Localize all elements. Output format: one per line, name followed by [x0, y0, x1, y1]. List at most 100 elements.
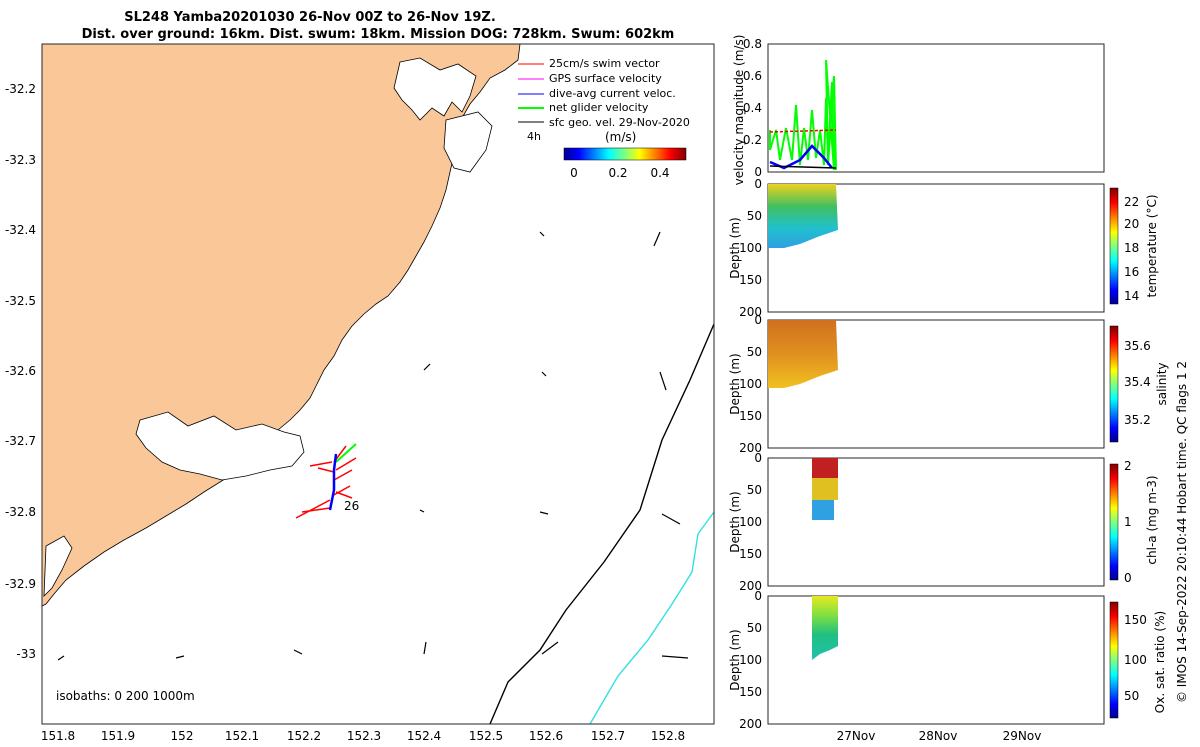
map-ytick: -32.3: [5, 153, 36, 167]
oxygen-ytick: 200: [739, 717, 762, 731]
map-ytick: -33: [16, 647, 36, 661]
colorbar-tick-2: 0.4: [650, 166, 669, 180]
swim-vectors: [295, 445, 357, 519]
salinity-ylabel: Depth (m): [728, 353, 742, 414]
oxygen-cbar-tick: 50: [1124, 689, 1139, 703]
chla-ytick: 100: [739, 515, 762, 529]
time-xtick: 27Nov: [837, 729, 876, 743]
oxygen-ytick: 50: [747, 621, 762, 635]
map-ytick: -32.4: [5, 223, 36, 237]
title-line-1: SL248 Yamba20201030 26-Nov 00Z to 26-Nov…: [124, 10, 496, 25]
velocity-panel: 0.8 0.6 0.4 0.2 0 velocity magnitude (m/…: [732, 35, 1105, 186]
isobath-1000m: [589, 511, 715, 725]
map-x-axis: 151.8 151.9 152 152.1 152.2 152.3 152.4 …: [41, 729, 685, 743]
chla-cbar-tick: 2: [1124, 459, 1132, 473]
velocity-green-series: [769, 59, 837, 171]
colorbar-tick-0: 0: [570, 166, 578, 180]
map-xtick: 152.5: [469, 729, 503, 743]
glider-track: [328, 453, 338, 511]
footer-credit: © IMOS 14-Sep-2022 20:10:44 Hobart time.…: [1175, 361, 1189, 703]
oxygen-ytick: 100: [739, 653, 762, 667]
map-ytick: -32.2: [5, 82, 36, 96]
map-y-axis: -32.2 -32.3 -32.4 -32.5 -32.6 -32.7 -32.…: [5, 82, 36, 661]
map-xtick: 152.1: [225, 729, 259, 743]
salinity-panel: 35.6 35.4 35.2 salinity 0 50 100 150 200…: [728, 313, 1169, 455]
title-line-2: Dist. over ground: 16km. Dist. swum: 18k…: [82, 27, 675, 42]
temperature-ytick: 150: [739, 273, 762, 287]
oxygen-ytick: 150: [739, 685, 762, 699]
map-estuary-north: [393, 57, 477, 121]
chla-data-top: [812, 458, 838, 478]
salinity-ytick: 200: [739, 441, 762, 455]
chla-cbar-label: chl-a (mg m-3): [1145, 475, 1159, 564]
legend-current-label: dive-avg current veloc.: [549, 87, 676, 100]
velocity-ytick: 0.8: [743, 37, 762, 51]
time-xtick: 28Nov: [919, 729, 958, 743]
chla-ytick: 50: [747, 483, 762, 497]
temperature-cbar-tick: 18: [1124, 241, 1139, 255]
map-legend: 25cm/s swim vector GPS surface velocity …: [518, 57, 690, 180]
legend-swim-label: 25cm/s swim vector: [549, 57, 660, 70]
salinity-cbar-label: salinity: [1155, 362, 1169, 405]
map-xtick: 152.3: [347, 729, 381, 743]
temperature-cbar-tick: 16: [1124, 265, 1139, 279]
salinity-colorbar: [1109, 325, 1119, 443]
chla-ytick: 200: [739, 579, 762, 593]
oxygen-cbar-tick: 150: [1124, 613, 1147, 627]
map-ytick: -32.6: [5, 364, 36, 378]
map-xtick: 151.8: [41, 729, 75, 743]
velocity-ylabel: velocity magnitude (m/s): [732, 35, 746, 186]
time-xtick: 29Nov: [1003, 729, 1042, 743]
temperature-panel: 22 20 18 16 14 temperature (°C) 0 50 100…: [728, 177, 1159, 319]
velocity-ytick: 0.2: [743, 133, 762, 147]
oxygen-panel: 150 100 50 Ox. sat. ratio (%) 0 50 100 1…: [728, 589, 1167, 731]
map-xtick: 152.2: [287, 729, 321, 743]
salinity-ytick: 100: [739, 377, 762, 391]
chla-colorbar: [1109, 463, 1119, 581]
velocity-red-series: [769, 129, 837, 133]
salinity-cbar-tick: 35.6: [1124, 339, 1151, 353]
map-xtick: 151.9: [101, 729, 135, 743]
map-day-label: 26: [344, 499, 359, 513]
temperature-ytick: 100: [739, 241, 762, 255]
oxygen-ytick: 0: [754, 589, 762, 603]
chla-panel: 2 1 0 chl-a (mg m-3) 0 50 100 150 200 De…: [728, 451, 1159, 593]
temperature-cbar-tick: 20: [1124, 217, 1139, 231]
salinity-cbar-tick: 35.4: [1124, 375, 1151, 389]
oxygen-cbar-label: Ox. sat. ratio (%): [1153, 611, 1167, 713]
temperature-colorbar: [1109, 187, 1119, 305]
map-lagoon-southwest: [43, 535, 73, 598]
map-xtick: 152.6: [529, 729, 563, 743]
map-xtick: 152.7: [591, 729, 625, 743]
oxygen-cbar-tick: 100: [1124, 653, 1147, 667]
map-estuary-south: [135, 411, 305, 481]
map-ytick: -32.5: [5, 294, 36, 308]
oxygen-colorbar: [1109, 601, 1119, 719]
legend-geo-label: sfc geo. vel. 29-Nov-2020: [549, 116, 690, 129]
colorbar-tick-1: 0.2: [608, 166, 627, 180]
velocity-ytick: 0.6: [743, 69, 762, 83]
map-ytick: -32.9: [5, 577, 36, 591]
chla-ytick: 0: [754, 451, 762, 465]
legend-time-marker: 4h: [527, 130, 541, 143]
velocity-ytick: 0: [754, 165, 762, 179]
map-ytick: -32.8: [5, 505, 36, 519]
chla-cbar-tick: 1: [1124, 515, 1132, 529]
chla-data-mid: [812, 478, 838, 500]
temperature-data: [768, 184, 838, 248]
chla-ytick: 150: [739, 547, 762, 561]
temperature-cbar-tick: 14: [1124, 289, 1139, 303]
salinity-data: [768, 320, 838, 388]
chla-ylabel: Depth (m): [728, 491, 742, 552]
temperature-cbar-tick: 22: [1124, 195, 1139, 209]
temperature-ylabel: Depth (m): [728, 217, 742, 278]
oxygen-data: [812, 596, 838, 660]
oxygen-ylabel: Depth (m): [728, 629, 742, 690]
map-ytick: -32.7: [5, 434, 36, 448]
legend-gps-label: GPS surface velocity: [549, 72, 662, 85]
temperature-ytick: 200: [739, 305, 762, 319]
map-xtick: 152.4: [407, 729, 441, 743]
velocity-ytick: 0.4: [743, 101, 762, 115]
temperature-ytick: 50: [747, 209, 762, 223]
